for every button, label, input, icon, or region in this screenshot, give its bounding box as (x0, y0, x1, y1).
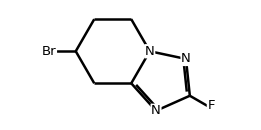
Text: F: F (207, 99, 215, 112)
Text: N: N (151, 104, 161, 117)
Text: Br: Br (42, 45, 56, 58)
Text: N: N (181, 52, 191, 65)
Text: N: N (145, 45, 155, 58)
